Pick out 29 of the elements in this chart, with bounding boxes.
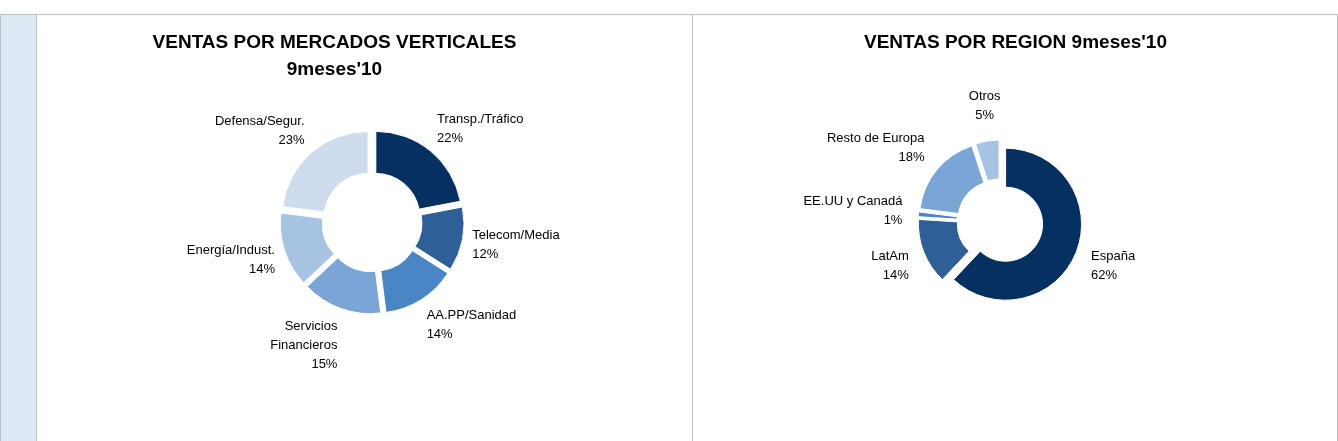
donut-slice: [375, 130, 461, 210]
slice-label: Telecom/Media: [472, 227, 561, 243]
donut-slice: [975, 139, 1000, 182]
chart-title: VENTAS POR REGION 9meses'10: [864, 31, 1167, 52]
slice-label: Transp./Tráfico: [437, 110, 524, 126]
donut-slice: [306, 257, 382, 315]
data-label: 23%: [278, 132, 305, 148]
slice-label: España: [1091, 247, 1136, 263]
data-label: 18%: [898, 148, 925, 164]
slice-label: EE.UU y Canadá: [803, 193, 904, 209]
data-label: 22%: [437, 129, 464, 145]
data-label: 62%: [1091, 266, 1118, 282]
slice-label: Energía/Indust.: [186, 242, 275, 258]
data-label: 14%: [426, 326, 454, 342]
data-label: 5%: [975, 107, 995, 123]
slice-label: Resto de Europa: [826, 129, 926, 145]
slice-label: AA.PP/Sanidad: [426, 307, 517, 323]
data-label: 1%: [883, 212, 903, 228]
slice-label: Servicios Financieros: [270, 318, 338, 353]
data-label: 14%: [882, 266, 910, 282]
data-label: 15%: [311, 356, 338, 372]
slice-label: LatAm: [871, 247, 909, 263]
data-label: 14%: [248, 261, 276, 277]
slice-label: Otros: [968, 88, 1002, 104]
chart-title: VENTAS POR MERCADOS VERTICALES 9meses'10: [152, 31, 517, 79]
slice-label: Defensa/Segur.: [214, 113, 305, 129]
data-label: 12%: [472, 246, 499, 262]
donut-slice: [279, 212, 335, 284]
donut-slice: [414, 206, 465, 270]
